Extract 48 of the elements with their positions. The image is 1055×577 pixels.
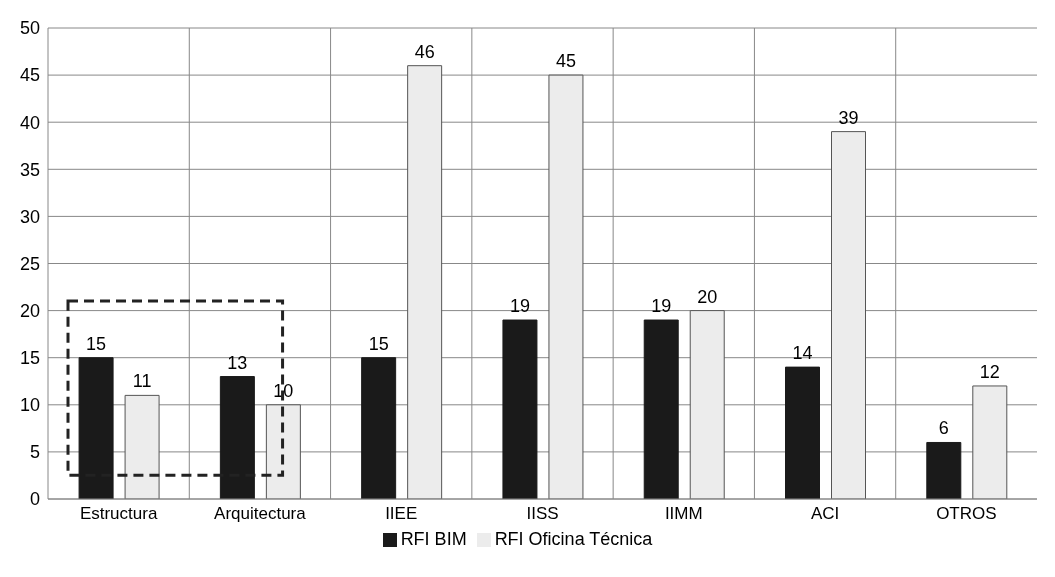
data-label: 46 [414,41,435,62]
bar [689,310,725,499]
bar [926,441,962,499]
data-label: 12 [979,361,1000,382]
x-tick-label: IISS [526,504,559,524]
y-tick-label: 25 [19,253,40,274]
bar [785,366,821,499]
bar [643,319,679,499]
bar [831,131,867,499]
bar [548,74,584,499]
data-label: 13 [227,352,248,373]
data-label: 19 [509,296,530,317]
y-tick-label: 40 [19,112,40,133]
legend-label: RFI BIM [400,529,467,549]
bar [124,394,160,499]
y-tick-label: 5 [29,442,40,463]
data-label: 19 [651,296,672,317]
bar [407,65,443,499]
y-tick-label: 15 [19,348,40,369]
bar [78,357,114,499]
y-tick-label: 35 [19,159,40,180]
data-label: 11 [132,371,152,392]
y-tick-label: 50 [19,18,40,39]
legend-label: RFI Oficina Técnica [494,529,653,549]
data-label: 39 [838,107,859,128]
x-tick-label: IIMM [664,504,703,524]
data-label: 20 [697,286,718,307]
data-label: 15 [86,333,107,354]
x-tick-label: OTROS [936,504,997,524]
data-label: 6 [938,418,949,439]
y-tick-label: 20 [19,300,40,321]
data-label: 10 [273,380,294,401]
x-tick-label: ACI [810,504,840,524]
y-tick-label: 10 [19,395,40,416]
y-tick-label: 45 [19,65,40,86]
y-tick-label: 30 [19,206,40,227]
x-tick-label: Arquitectura [214,504,307,524]
bar [361,357,397,499]
x-tick-label: IIEE [385,504,418,524]
bar [219,376,255,499]
bar [502,319,538,499]
data-label: 14 [792,343,813,364]
data-label: 45 [555,51,576,72]
y-tick-label: 0 [29,489,40,510]
x-tick-label: Estructura [79,504,158,524]
data-label: 15 [368,333,389,354]
bar [972,385,1008,499]
bar [265,404,301,499]
